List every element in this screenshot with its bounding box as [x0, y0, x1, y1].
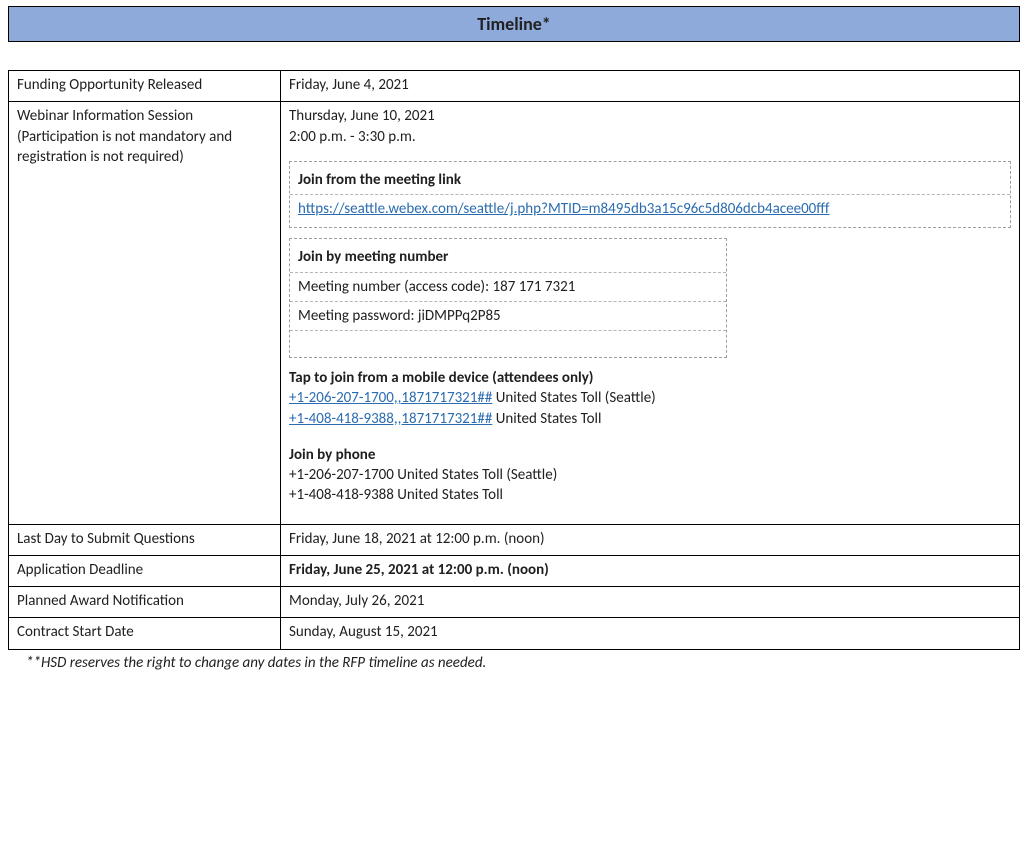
row-label: Application Deadline	[9, 555, 281, 586]
table-row: Funding Opportunity Released Friday, Jun…	[9, 71, 1020, 102]
meeting-password: Meeting password: jiDMPPq2P85	[298, 304, 718, 328]
mobile-dial-link[interactable]: +1-206-207-1700,,1871717321##	[289, 389, 492, 407]
mobile-dial-link[interactable]: +1-408-418-9388,,1871717321##	[289, 410, 492, 428]
row-label: Last Day to Submit Questions	[9, 524, 281, 555]
meeting-link-label: Join from the meeting link	[298, 168, 1002, 192]
row-value: Thursday, June 10, 2021 2:00 p.m. - 3:30…	[281, 102, 1020, 524]
timeline-table: Funding Opportunity Released Friday, Jun…	[8, 70, 1020, 650]
table-row: Last Day to Submit Questions Friday, Jun…	[9, 524, 1020, 555]
webinar-time: 2:00 p.m. - 3:30 p.m.	[289, 127, 1011, 147]
row-value: Friday, June 4, 2021	[281, 71, 1020, 102]
mobile-dial-suffix: United States Toll	[492, 410, 601, 428]
row-value: Friday, June 25, 2021 at 12:00 p.m. (noo…	[281, 555, 1020, 586]
meeting-number-box: Join by meeting number Meeting number (a…	[289, 238, 727, 358]
page-title: Timeline*	[8, 6, 1020, 42]
table-row: Application Deadline Friday, June 25, 20…	[9, 555, 1020, 586]
row-value: Sunday, August 15, 2021	[281, 618, 1020, 649]
row-label: Funding Opportunity Released	[9, 71, 281, 102]
mobile-dial-suffix: United States Toll (Seattle)	[492, 389, 655, 407]
phone-line: +1-408-418-9388 United States Toll	[289, 485, 1011, 505]
phone-join-label: Join by phone	[289, 445, 1011, 465]
table-row: Webinar Information Session (Participati…	[9, 102, 1020, 524]
row-value: Monday, July 26, 2021	[281, 587, 1020, 618]
phone-line: +1-206-207-1700 United States Toll (Seat…	[289, 465, 1011, 485]
row-label: Webinar Information Session (Participati…	[9, 102, 281, 524]
mobile-dial-line: +1-408-418-9388,,1871717321## United Sta…	[289, 409, 1011, 429]
table-row: Contract Start Date Sunday, August 15, 2…	[9, 618, 1020, 649]
mobile-join-label: Tap to join from a mobile device (attend…	[289, 368, 1011, 388]
meeting-link-url[interactable]: https://seattle.webex.com/seattle/j.php?…	[298, 200, 829, 218]
meeting-number-label: Join by meeting number	[298, 245, 718, 269]
webinar-date: Thursday, June 10, 2021	[289, 106, 1011, 126]
meeting-link-box: Join from the meeting link https://seatt…	[289, 161, 1011, 229]
row-label: Planned Award Notification	[9, 587, 281, 618]
mobile-dial-line: +1-206-207-1700,,1871717321## United Sta…	[289, 388, 1011, 408]
footnote: **HSD reserves the right to change any d…	[8, 650, 1020, 672]
table-row: Planned Award Notification Monday, July …	[9, 587, 1020, 618]
row-label: Contract Start Date	[9, 618, 281, 649]
meeting-number: Meeting number (access code): 187 171 73…	[298, 275, 718, 299]
row-value: Friday, June 18, 2021 at 12:00 p.m. (noo…	[281, 524, 1020, 555]
